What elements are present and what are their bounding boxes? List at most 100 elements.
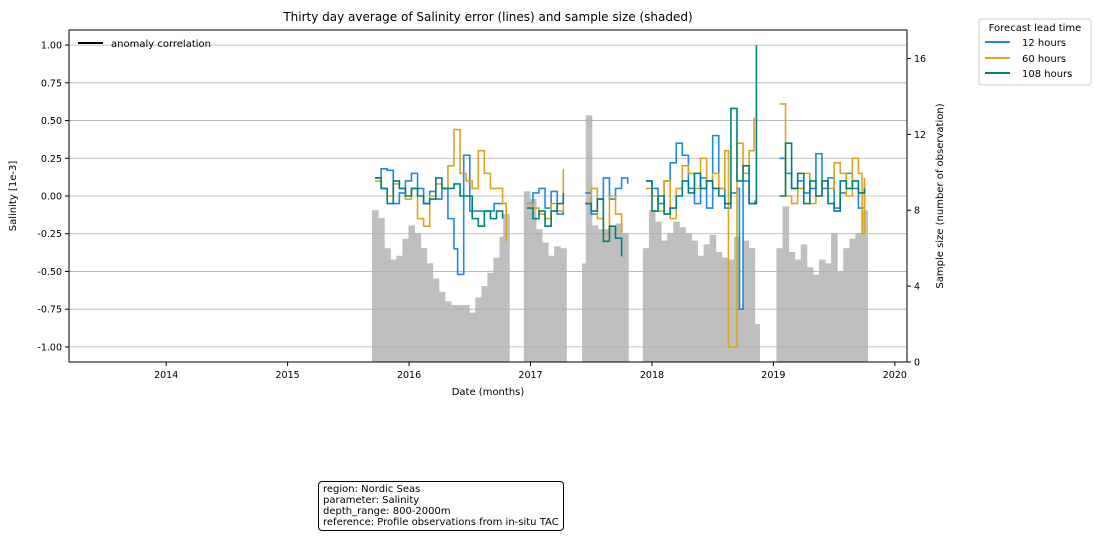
- sample-bar-16: [469, 312, 476, 362]
- sample-bar-66: [825, 263, 832, 362]
- sample-bar-38: [642, 248, 650, 362]
- x-tick-label-6: 2020: [883, 370, 907, 381]
- y2-tick-label-4: 16: [914, 54, 926, 65]
- sample-bar-33: [597, 229, 605, 362]
- y-tick-label-6: 0.50: [41, 116, 62, 127]
- sample-bar-45: [685, 232, 692, 362]
- y2-axis-ticks: 0 4 8 12 16: [907, 54, 926, 369]
- sample-bar-43: [673, 221, 680, 362]
- sample-bar-55: [742, 240, 750, 362]
- sample-bar-24: [529, 198, 537, 362]
- sample-bar-61: [794, 259, 802, 362]
- y-tick-label-7: 0.75: [41, 78, 62, 89]
- sample-bar-0: [372, 210, 379, 362]
- sample-bar-48: [703, 244, 711, 362]
- sample-bar-40: [654, 221, 662, 362]
- sample-bar-36: [616, 223, 623, 362]
- series-2-segment-0: [375, 177, 504, 227]
- sample-bar-15: [463, 305, 470, 362]
- sample-bar-41: [661, 240, 668, 362]
- sample-bar-22: [503, 214, 510, 362]
- info-reference: reference: Profile observations from in-…: [323, 517, 559, 528]
- sample-bar-63: [806, 267, 814, 362]
- y2-tick-label-2: 8: [914, 206, 920, 217]
- sample-bar-60: [788, 251, 796, 362]
- sample-bar-9: [426, 263, 434, 362]
- outer-legend: Forecast lead time 12 hours 60 hours 108…: [978, 18, 1092, 86]
- sample-bar-52: [727, 259, 735, 362]
- y-tick-label-2: -0.50: [37, 267, 62, 278]
- legend-label-12h: 12 hours: [1022, 38, 1066, 49]
- sample-bar-54: [737, 308, 745, 362]
- sample-bar-8: [420, 248, 428, 362]
- sample-bar-14: [457, 305, 464, 362]
- sample-bar-46: [691, 240, 698, 362]
- inner-legend: anomaly correlation: [78, 39, 211, 50]
- legend-label-108h: 108 hours: [1022, 69, 1072, 80]
- sample-bar-18: [481, 286, 488, 362]
- sample-bar-72: [861, 210, 869, 362]
- x-axis-label: Date (months): [452, 387, 525, 398]
- sample-bar-35: [610, 227, 617, 362]
- sample-bar-25: [535, 229, 543, 362]
- sample-bar-49: [709, 234, 717, 362]
- sample-bar-23: [523, 191, 531, 362]
- sample-bar-64: [812, 274, 820, 362]
- sample-bar-12: [444, 301, 452, 362]
- sample-bar-13: [450, 305, 458, 362]
- sample-bar-59: [782, 206, 790, 362]
- y-tick-label-3: -0.25: [37, 229, 62, 240]
- sample-bar-3: [390, 259, 397, 362]
- sample-bar-20: [493, 257, 501, 362]
- sample-bar-44: [679, 227, 686, 362]
- sample-bar-11: [438, 291, 446, 362]
- sample-bar-29: [560, 248, 567, 362]
- sample-bar-34: [603, 229, 611, 362]
- sample-bar-31: [585, 115, 593, 362]
- y-tick-label-4: 0.00: [41, 192, 62, 203]
- sample-bar-7: [414, 232, 422, 362]
- series-2-segment-3: [645, 45, 758, 215]
- y2-axis-label: Sample size (number of observation): [935, 103, 946, 288]
- sample-bar-32: [591, 225, 599, 362]
- sample-bar-19: [487, 272, 494, 362]
- sample-bar-21: [499, 236, 507, 362]
- series-2-segment-2: [585, 198, 623, 257]
- inner-legend-label: anomaly correlation: [111, 39, 211, 50]
- legend-label-60h: 60 hours: [1022, 54, 1066, 65]
- x-tick-label-3: 2017: [518, 370, 542, 381]
- x-tick-label-2: 2016: [397, 370, 421, 381]
- sample-bar-67: [831, 232, 838, 362]
- sample-bar-30: [582, 263, 589, 362]
- plot-area: [68, 29, 908, 363]
- y-tick-label-5: 0.25: [41, 154, 62, 165]
- y2-tick-label-0: 0: [914, 358, 920, 369]
- x-tick-label-4: 2018: [640, 370, 664, 381]
- sample-bar-6: [408, 225, 416, 362]
- x-tick-label-0: 2014: [154, 370, 178, 381]
- chart-title: Thirty day average of Salinity error (li…: [282, 10, 692, 24]
- y-tick-label-8: 1.00: [41, 41, 62, 52]
- sample-bar-69: [843, 248, 850, 362]
- sample-bar-56: [748, 248, 756, 362]
- sample-bar-10: [432, 278, 440, 362]
- sample-bar-39: [648, 210, 656, 362]
- y-tick-label-0: -1.00: [37, 342, 62, 353]
- sample-bar-62: [800, 244, 808, 362]
- sample-bar-70: [849, 238, 856, 362]
- sample-bar-42: [667, 232, 674, 362]
- sample-bar-37: [622, 232, 629, 362]
- sample-bar-26: [542, 242, 549, 362]
- x-tick-label-1: 2015: [276, 370, 300, 381]
- y2-tick-label-3: 12: [914, 130, 926, 141]
- series-2-segment-4: [779, 142, 866, 212]
- sample-bar-71: [855, 232, 862, 362]
- outer-legend-frame: [978, 18, 1092, 86]
- y-axis-label: Salinity [1e-3]: [8, 161, 19, 232]
- x-axis-ticks: 2014 2015 2016 2017 2018 2019 2020: [154, 362, 907, 381]
- info-depth-range: depth_range: 800-2000m: [323, 506, 451, 517]
- sample-bar-2: [384, 248, 391, 362]
- info-parameter: parameter: Salinity: [323, 495, 420, 506]
- series-2-segment-1: [526, 192, 565, 227]
